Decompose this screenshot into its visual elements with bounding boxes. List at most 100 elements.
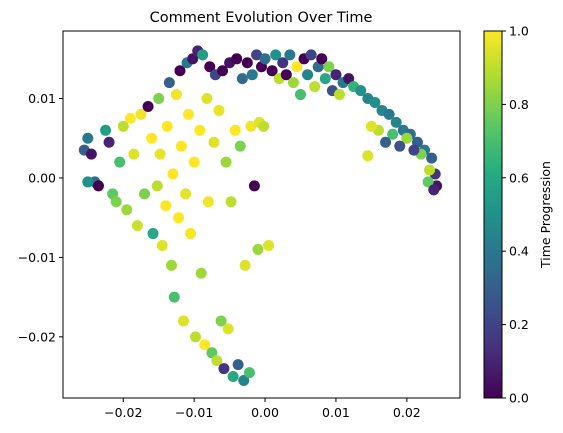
data-point: [174, 65, 186, 77]
data-point: [153, 93, 165, 105]
data-point: [234, 140, 246, 152]
colorbar-tick-label: 1.0: [509, 24, 529, 39]
data-point: [302, 69, 314, 81]
data-point: [124, 112, 136, 124]
data-point: [220, 156, 232, 168]
data-point: [239, 259, 251, 271]
data-point: [188, 156, 200, 168]
x-tick-label: 0.00: [251, 405, 279, 420]
data-point: [208, 136, 220, 148]
data-point: [204, 61, 216, 73]
data-point: [316, 53, 328, 65]
data-point: [319, 73, 331, 85]
x-axis: −0.02 −0.01 0.00 0.01 0.02: [104, 398, 421, 420]
data-point: [156, 239, 168, 251]
colorbar-tick-label: 0.6: [509, 170, 529, 185]
data-point: [165, 259, 177, 271]
data-point: [236, 73, 248, 85]
data-point: [266, 65, 278, 77]
data-point: [365, 120, 377, 132]
data-point: [215, 315, 227, 327]
data-point: [387, 128, 399, 140]
data-point: [147, 228, 159, 240]
data-point: [263, 239, 275, 251]
data-point: [390, 116, 402, 128]
chart-title: Comment Evolution Over Time: [150, 10, 373, 26]
colorbar-label: Time Progression: [538, 161, 553, 269]
data-point: [217, 65, 229, 77]
data-point: [154, 148, 166, 160]
data-point: [218, 363, 230, 375]
data-point: [362, 150, 374, 162]
data-point: [195, 267, 207, 279]
data-point: [330, 69, 342, 81]
data-point: [180, 188, 192, 200]
data-point: [135, 108, 147, 120]
data-point: [294, 89, 306, 101]
data-point: [100, 124, 112, 136]
data-point: [161, 120, 173, 132]
x-tick-label: 0.02: [393, 405, 421, 420]
data-point: [167, 168, 179, 180]
data-point: [309, 81, 321, 93]
data-point: [82, 176, 94, 188]
data-point: [238, 375, 250, 387]
y-tick-label: 0.01: [28, 91, 56, 106]
data-point: [128, 148, 140, 160]
data-point: [333, 89, 345, 101]
data-point: [229, 124, 241, 136]
data-point: [185, 228, 197, 240]
data-point: [305, 49, 317, 61]
data-points: [78, 45, 443, 387]
data-point: [85, 148, 97, 160]
data-point: [243, 367, 255, 379]
data-point: [142, 100, 154, 112]
data-point: [206, 347, 218, 359]
data-point: [194, 124, 206, 136]
data-point: [187, 53, 199, 65]
data-point: [170, 89, 182, 101]
data-point: [103, 136, 115, 148]
data-point: [277, 57, 289, 69]
data-point: [190, 331, 202, 343]
data-point: [110, 196, 122, 208]
data-point: [175, 140, 187, 152]
data-point: [114, 156, 126, 168]
colorbar: [483, 30, 503, 399]
data-point: [201, 93, 213, 105]
data-point: [232, 359, 244, 371]
data-point: [245, 120, 257, 132]
data-point: [251, 49, 263, 61]
x-tick-label: −0.01: [175, 405, 213, 420]
y-tick-label: −0.02: [18, 329, 56, 344]
data-point: [394, 140, 406, 152]
data-point: [252, 243, 264, 255]
data-point: [151, 180, 163, 192]
data-point: [197, 49, 209, 61]
data-point: [258, 120, 270, 132]
data-point: [248, 180, 260, 192]
data-point: [241, 57, 253, 69]
data-point: [121, 204, 133, 216]
data-point: [426, 152, 438, 164]
data-point: [284, 49, 296, 61]
data-point: [178, 315, 190, 327]
plot-frame: [62, 30, 461, 399]
data-point: [213, 104, 225, 116]
data-point: [291, 61, 303, 73]
data-point: [173, 212, 185, 224]
colorbar-tick-label: 0.0: [509, 391, 529, 406]
data-point: [202, 196, 214, 208]
x-tick-label: 0.01: [322, 405, 350, 420]
colorbar-tick-label: 0.4: [509, 244, 529, 259]
data-point: [222, 323, 234, 335]
data-point: [163, 77, 175, 89]
data-point: [287, 77, 299, 89]
data-point: [82, 132, 94, 144]
data-point: [146, 132, 158, 144]
data-point: [231, 53, 243, 65]
x-tick-label: −0.02: [104, 405, 142, 420]
data-point: [424, 164, 436, 176]
data-point: [323, 61, 335, 73]
data-point: [280, 69, 292, 81]
